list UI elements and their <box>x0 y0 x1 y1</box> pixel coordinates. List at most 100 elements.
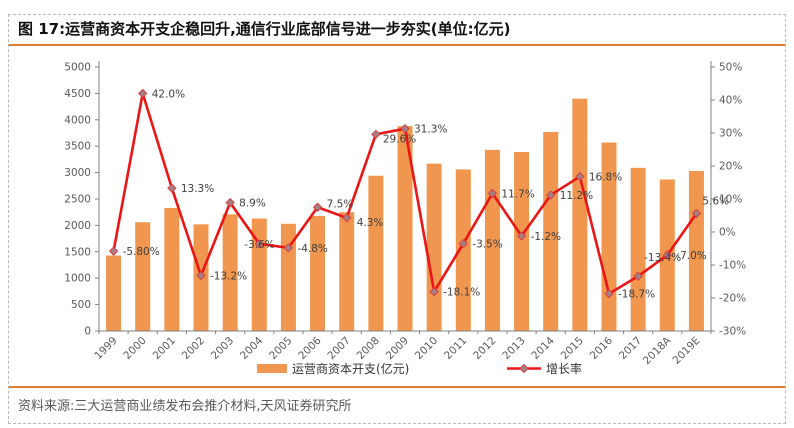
growth-marker-2008 <box>371 129 381 140</box>
left-axis-tick-label: 1000 <box>64 273 91 285</box>
growth-data-label: -3.5% <box>472 239 502 251</box>
x-axis-category-label: 2007 <box>325 335 352 362</box>
growth-data-label: 13.3% <box>181 183 214 195</box>
bar-2017 <box>630 167 646 331</box>
growth-data-label: 42.0% <box>152 88 185 100</box>
growth-marker-1999 <box>108 246 119 256</box>
growth-data-label: 11.7% <box>501 188 534 200</box>
growth-marker-2010 <box>429 287 439 297</box>
x-axis-category-label: 2006 <box>296 334 324 362</box>
right-axis-tick-label: 50% <box>719 62 742 74</box>
growth-data-label: 4.3% <box>357 217 384 229</box>
growth-marker-2005 <box>283 243 294 253</box>
x-axis-category-label: 2012 <box>471 335 498 362</box>
right-axis-tick-label: 10% <box>719 194 742 206</box>
growth-data-label: -5.80% <box>123 246 160 258</box>
growth-data-label: -4.8% <box>297 243 327 255</box>
x-axis-category-label: 2002 <box>180 335 207 362</box>
bar-2014 <box>543 131 559 331</box>
x-axis-category-label: 2008 <box>355 335 382 362</box>
left-axis-tick-label: 5000 <box>64 62 91 74</box>
figure-source: 资料来源:三大运营商业绩发布会推介材料,天风证券研究所 <box>9 386 785 423</box>
left-axis-tick-label: 3000 <box>64 167 91 179</box>
x-axis-category-label: 2019E <box>670 335 702 367</box>
growth-data-label: -1.2% <box>531 231 561 243</box>
left-axis-tick-label: 4000 <box>64 114 91 126</box>
growth-data-label: -18.1% <box>443 287 480 299</box>
left-axis-tick-label: 500 <box>71 299 91 311</box>
x-axis-category-label: 2003 <box>209 335 236 362</box>
growth-marker-2006 <box>312 202 323 212</box>
bar-2004 <box>251 218 267 331</box>
growth-marker-2016 <box>604 289 614 299</box>
right-axis-tick-label: -20% <box>719 293 746 305</box>
right-axis-tick-label: -30% <box>719 326 746 338</box>
legend-line-marker-icon <box>519 363 529 374</box>
legend-bar-swatch <box>257 364 287 373</box>
growth-marker-2003 <box>225 197 235 208</box>
growth-marker-2019E <box>691 208 702 219</box>
right-axis-tick-label: -10% <box>719 260 746 272</box>
x-axis-category-label: 2004 <box>238 334 266 362</box>
left-axis-tick-label: 4500 <box>64 88 91 100</box>
growth-data-label: 16.8% <box>589 172 622 184</box>
growth-data-label: 7.5% <box>327 198 354 210</box>
growth-marker-2000 <box>138 88 148 99</box>
right-axis-tick-label: 30% <box>719 128 742 140</box>
growth-data-label: 5.6% <box>702 196 729 208</box>
x-axis-category-label: 2014 <box>529 334 557 362</box>
bar-2013 <box>514 152 530 331</box>
growth-marker-2001 <box>167 183 177 193</box>
x-axis-category-label: 2018A <box>641 334 674 367</box>
growth-data-label: -3.6% <box>244 239 274 251</box>
left-axis-tick-label: 0 <box>84 326 91 338</box>
x-axis-category-label: 2009 <box>384 335 411 362</box>
bar-1999 <box>106 255 122 331</box>
capex-growth-chart: 0 500 1000 1500 2000 2500 3000 3500 4000 4500 5000… <box>64 61 746 376</box>
x-axis-category-label: 2005 <box>267 335 294 362</box>
bar-2012 <box>484 149 500 331</box>
growth-data-label: 29.6% <box>383 133 416 145</box>
bar-2007 <box>339 212 355 331</box>
bar-2009 <box>397 126 413 331</box>
growth-marker-2014 <box>546 190 556 200</box>
growth-data-label: -18.7% <box>618 289 655 301</box>
growth-marker-2009 <box>400 124 410 134</box>
growth-marker-2018A <box>662 250 672 260</box>
right-axis-tick-label: 40% <box>719 95 742 107</box>
growth-marker-2012 <box>487 188 498 199</box>
growth-data-label: 11.2% <box>560 190 593 202</box>
x-axis-category-label: 2013 <box>500 335 527 362</box>
bar-2010 <box>426 163 442 331</box>
x-axis-category-label: 2000 <box>121 335 148 362</box>
bar-2015 <box>572 98 588 332</box>
x-axis-category-label: 2017 <box>617 335 644 362</box>
right-axis-tick-label: 0% <box>719 227 736 239</box>
growth-marker-2004 <box>254 239 264 249</box>
x-axis-category-label: 2011 <box>442 335 469 362</box>
x-axis-category-label: 2015 <box>559 335 586 362</box>
x-axis-category-label: 2001 <box>151 335 178 362</box>
bar-2003 <box>222 214 238 331</box>
growth-data-label: 31.3% <box>414 124 447 136</box>
bar-2008 <box>368 175 384 331</box>
growth-marker-2011 <box>458 238 468 249</box>
growth-data-label: 8.9% <box>239 198 266 210</box>
growth-data-label: -13.4% <box>644 252 681 264</box>
figure-card: 图 17:运营商资本开支企稳回升,通信行业底部信号进一步夯实(单位:亿元) 0 5… <box>8 14 786 424</box>
growth-marker-2007 <box>342 213 352 223</box>
left-axis-tick-label: 3500 <box>64 141 91 153</box>
x-axis-category-label: 2016 <box>588 334 616 362</box>
left-axis-tick-label: 2500 <box>64 194 91 206</box>
growth-marker-2002 <box>196 270 206 281</box>
legend-line-label: 增长率 <box>546 361 582 376</box>
bar-2000 <box>135 222 151 331</box>
bar-2019E <box>688 171 704 331</box>
bar-2005 <box>280 223 296 331</box>
left-axis-tick-label: 1500 <box>64 246 91 258</box>
left-axis-tick-label: 2000 <box>64 220 91 232</box>
x-axis-category-label: 1999 <box>92 335 119 362</box>
growth-marker-2017 <box>633 271 643 281</box>
growth-marker-2013 <box>516 231 527 241</box>
bar-2006 <box>310 215 326 331</box>
